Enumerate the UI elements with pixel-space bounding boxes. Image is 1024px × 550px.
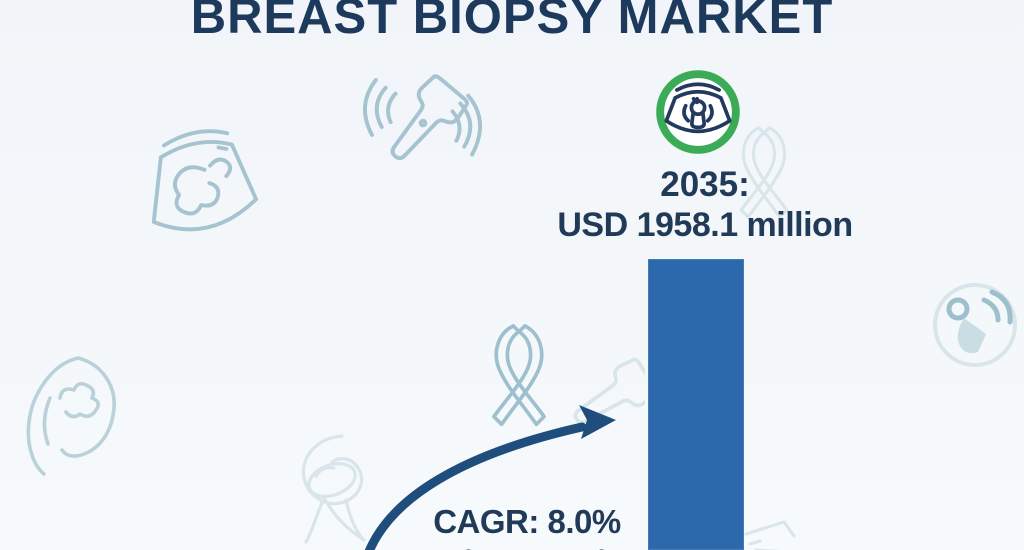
growth-arrow-icon (364, 405, 616, 550)
forecast-value: USD 1958.1 million (557, 206, 853, 244)
forecast-label-block: 2035: USD 1958.1 million (480, 164, 930, 246)
breast-outline-icon (26, 356, 116, 476)
scan-badge-icon-right (933, 283, 1017, 367)
forecast-bar (648, 259, 744, 550)
cagr-label: CAGR: 8.0% (433, 503, 621, 540)
market-badge (656, 70, 740, 154)
forecast-year: 2035: (660, 165, 750, 204)
ultrasound-fan-icon (151, 129, 259, 232)
ultrasound-probe-icon-pale (573, 357, 645, 424)
ultrasound-scan-icon (664, 82, 732, 134)
awareness-ribbon-icon-center (492, 324, 546, 427)
partial-probe-icon (744, 520, 796, 550)
ribbon-lens-icon (301, 434, 366, 544)
ultrasound-probe-waves-icon (363, 74, 483, 161)
page-title: BREAST BIOPSY MARKET (190, 0, 834, 44)
awareness-ribbon-icon-top-right (739, 126, 789, 219)
badge-ring (656, 70, 740, 154)
cagr-period-label: (2025-2035) (400, 545, 670, 550)
